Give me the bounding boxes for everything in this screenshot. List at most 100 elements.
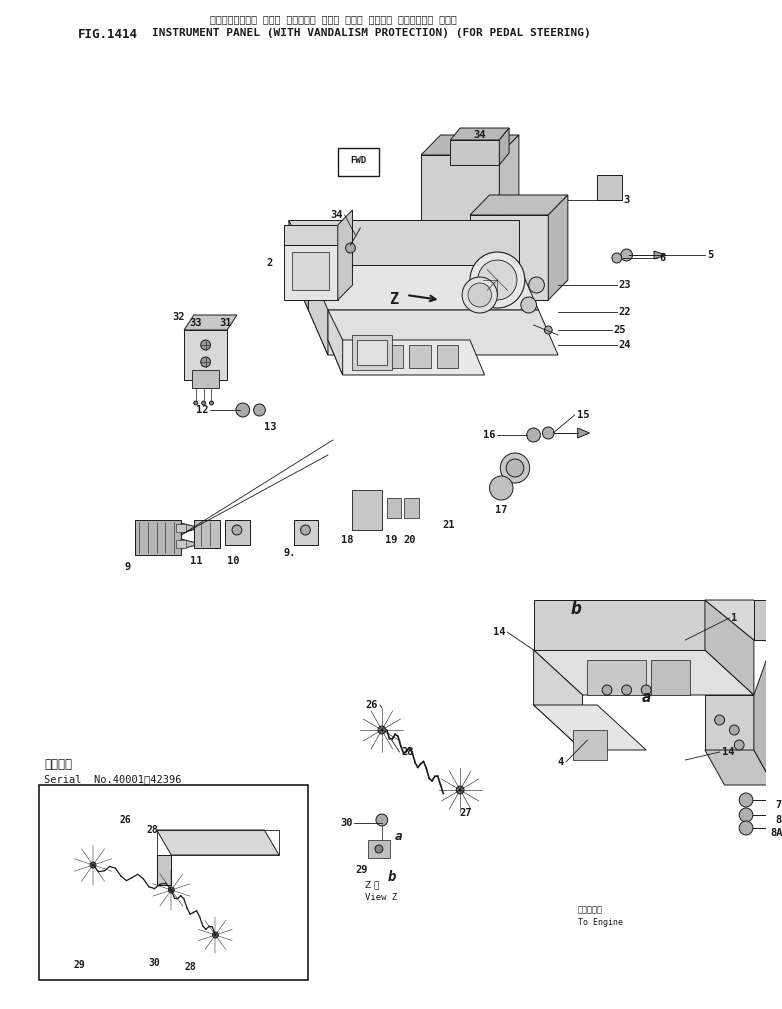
Circle shape [527,428,540,442]
Circle shape [739,793,753,807]
Polygon shape [368,840,389,858]
Polygon shape [353,490,382,530]
Text: 32: 32 [172,312,185,322]
Polygon shape [470,215,548,300]
Circle shape [521,297,536,313]
Text: To Engine: To Engine [578,918,622,927]
Polygon shape [578,428,590,438]
Text: 通用号機: 通用号機 [44,758,72,771]
Polygon shape [705,600,773,640]
Polygon shape [597,175,622,200]
Text: 34: 34 [330,210,343,220]
Text: 22: 22 [619,307,631,317]
Circle shape [730,725,739,735]
Text: View Z: View Z [365,893,397,902]
Circle shape [462,277,497,313]
Text: b: b [387,870,396,884]
Text: 18: 18 [341,535,353,545]
Polygon shape [548,195,568,300]
Text: 5: 5 [707,250,713,260]
Text: 24: 24 [619,340,631,350]
Polygon shape [181,539,201,549]
Text: 33: 33 [189,318,202,328]
Polygon shape [533,705,646,750]
Polygon shape [500,128,509,165]
Polygon shape [450,128,509,140]
Text: 31: 31 [219,318,231,328]
Circle shape [346,243,355,253]
Polygon shape [184,330,227,380]
Circle shape [468,283,492,307]
Circle shape [715,715,724,725]
Text: 17: 17 [495,504,508,515]
Text: 1: 1 [731,613,737,623]
Bar [357,340,387,365]
Circle shape [201,357,210,367]
Circle shape [456,786,464,794]
Bar [651,660,691,695]
Circle shape [194,401,198,405]
Polygon shape [382,345,404,368]
Polygon shape [289,220,308,310]
Text: 25: 25 [614,325,626,335]
Bar [353,335,392,370]
Circle shape [490,476,513,500]
Text: 7: 7 [776,800,782,810]
Text: 28: 28 [147,825,159,835]
Text: FIG.1414: FIG.1414 [78,28,138,41]
Circle shape [202,401,206,405]
Bar [176,524,186,532]
Circle shape [529,277,544,293]
Circle shape [506,459,524,477]
Polygon shape [533,650,754,695]
Text: 19: 19 [386,535,398,545]
Text: 9: 9 [124,562,131,572]
Bar [387,498,401,518]
Polygon shape [308,310,558,355]
Text: 13: 13 [264,422,277,432]
Text: 4: 4 [558,757,564,767]
Bar [39,785,308,980]
Polygon shape [421,135,519,155]
Circle shape [621,249,633,261]
Polygon shape [328,340,485,375]
Polygon shape [705,695,754,750]
Text: 29: 29 [356,865,368,875]
Polygon shape [654,251,665,259]
Text: a: a [395,830,402,843]
Bar [176,540,186,548]
Circle shape [622,685,632,695]
Circle shape [739,808,753,822]
Polygon shape [754,600,773,640]
Polygon shape [225,520,249,545]
Circle shape [90,862,96,868]
Text: FWD: FWD [350,156,367,165]
Circle shape [236,403,249,417]
Text: 16: 16 [483,430,496,440]
Text: インストルメント パネル （イタズラ ボウシ ツキ） （ペダル ステアリング ヨウ）: インストルメント パネル （イタズラ ボウシ ツキ） （ペダル ステアリング ヨ… [210,14,457,24]
Polygon shape [500,135,519,230]
Text: Serial  No.40001～42396: Serial No.40001～42396 [44,774,181,784]
Polygon shape [705,600,754,695]
Circle shape [213,932,218,938]
Text: 29: 29 [74,960,85,970]
Bar [292,252,329,290]
Circle shape [543,427,554,439]
Polygon shape [572,730,607,760]
Text: 3: 3 [624,195,630,205]
Polygon shape [533,600,705,650]
Circle shape [470,252,525,308]
Circle shape [375,845,383,853]
Text: 28: 28 [184,962,196,972]
Text: 9.: 9. [284,548,296,558]
Circle shape [602,685,612,695]
Circle shape [739,821,753,835]
Circle shape [734,740,744,750]
Text: 8: 8 [776,815,782,825]
Polygon shape [421,155,500,230]
Polygon shape [409,345,431,368]
Polygon shape [308,265,328,355]
Bar [192,370,219,388]
Polygon shape [450,140,500,165]
Polygon shape [156,830,279,855]
